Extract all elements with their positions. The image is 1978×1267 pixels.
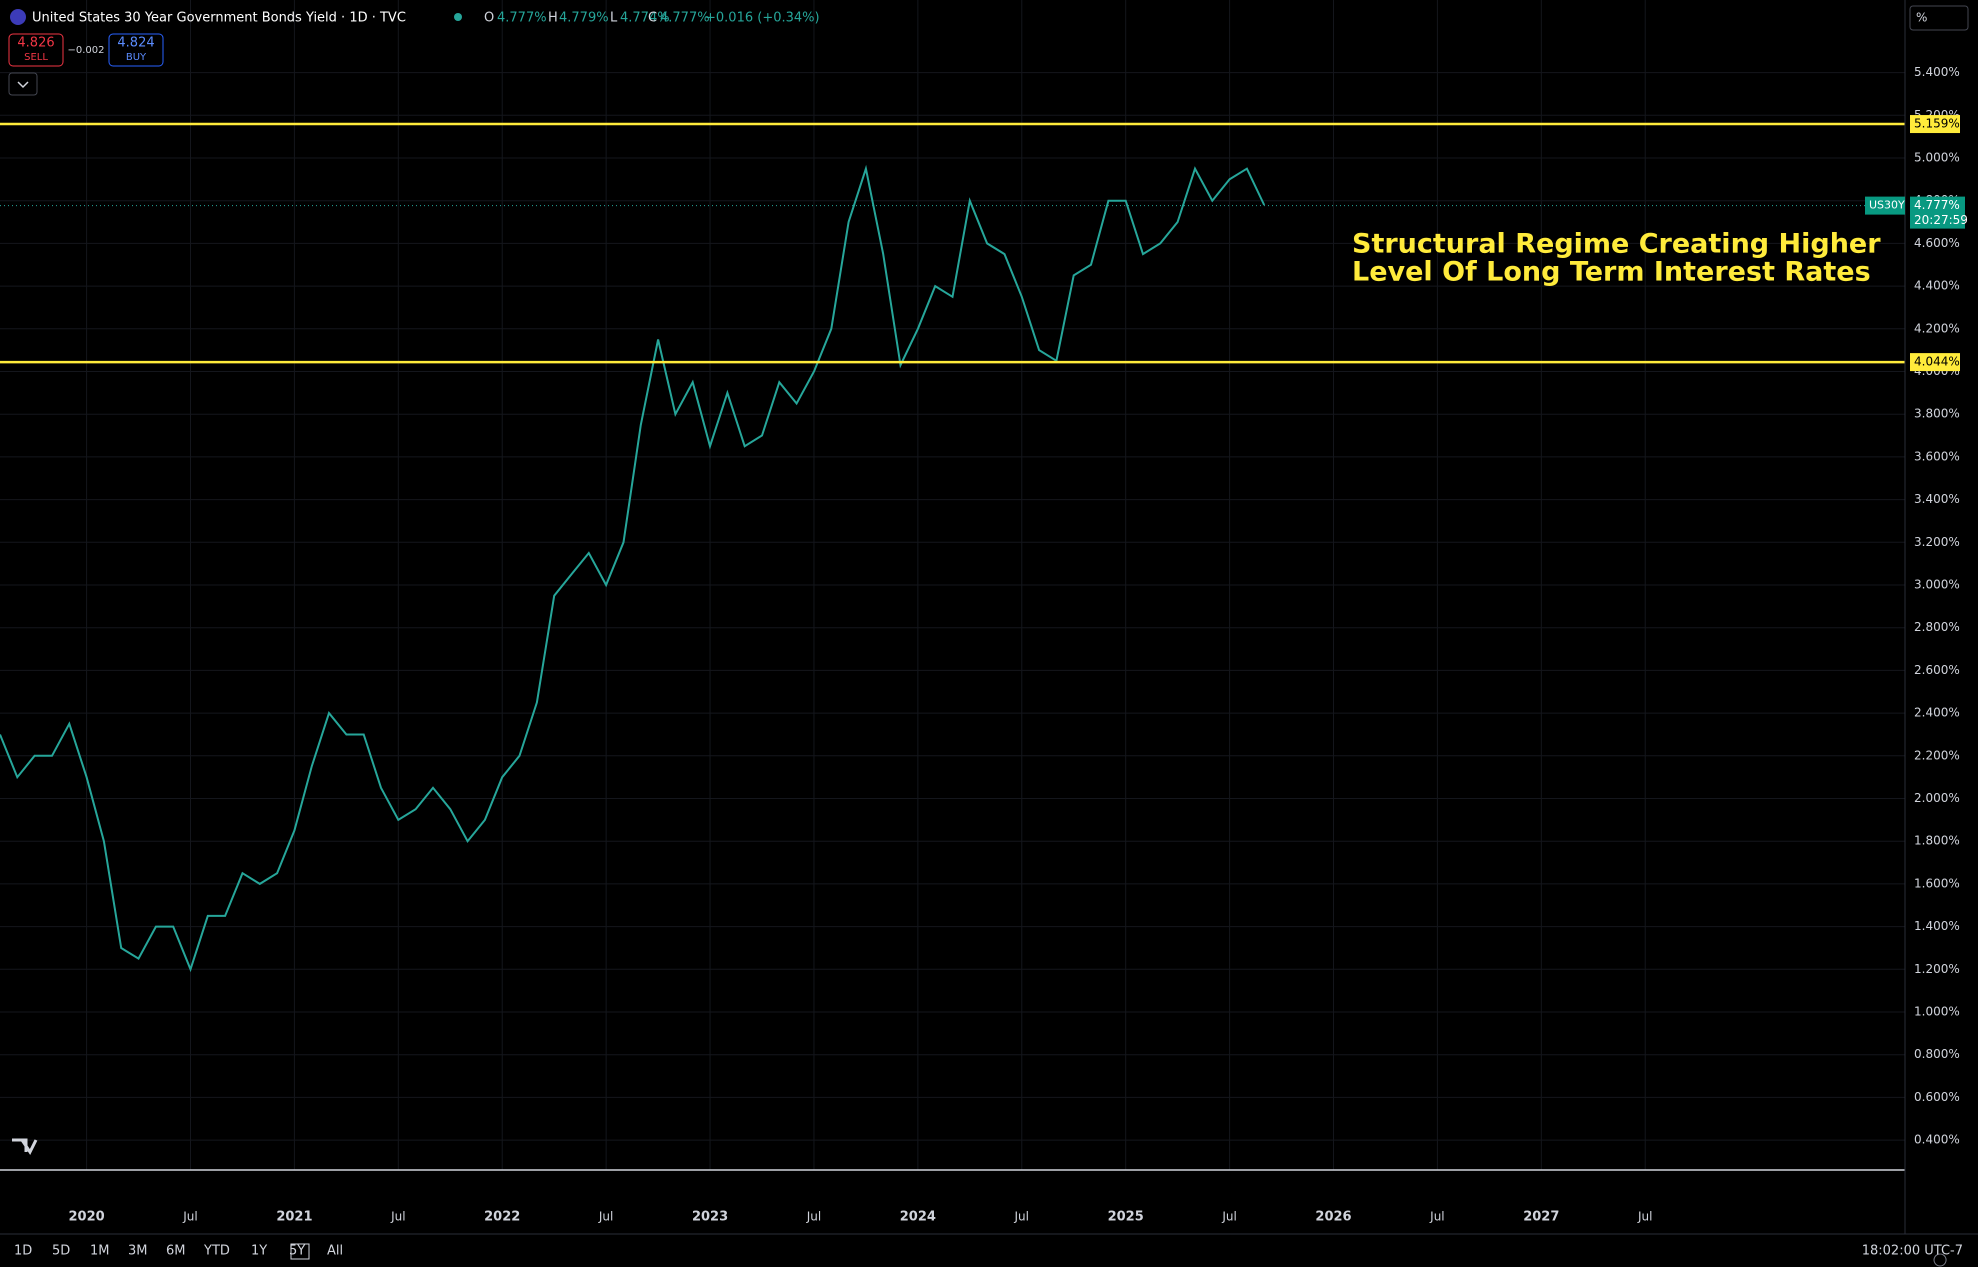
- annotation: Level Of Long Term Interest Rates: [1352, 257, 1871, 288]
- level-label: 5.159%: [1914, 117, 1960, 131]
- symbol-tag-bg: [1865, 196, 1905, 215]
- y-tick-label: 2.400%: [1914, 706, 1960, 720]
- range-button[interactable]: 5D: [52, 1244, 70, 1259]
- ohlc-c: 4.777%: [660, 11, 710, 26]
- y-tick-label: 3.200%: [1914, 535, 1960, 549]
- x-tick-label: Jul: [806, 1210, 821, 1224]
- x-tick-label: 2023: [692, 1210, 728, 1225]
- collapse-button[interactable]: [8, 72, 38, 96]
- annotation: Structural Regime Creating Higher: [1352, 229, 1881, 260]
- countdown: 20:27:59: [1914, 213, 1968, 227]
- ohlc-c-label: C: [648, 11, 657, 26]
- level-label: 4.044%: [1914, 355, 1960, 369]
- symbol-tag: US30Y: [1869, 199, 1905, 212]
- level-label-bg: [1910, 353, 1960, 372]
- range-button[interactable]: All: [327, 1244, 343, 1259]
- y-tick-label: 3.400%: [1914, 492, 1960, 506]
- scale-button-label[interactable]: %: [1916, 11, 1927, 25]
- y-tick-label: 1.000%: [1914, 1005, 1960, 1019]
- scale-button[interactable]: [1909, 5, 1969, 31]
- y-tick-label: 3.600%: [1914, 449, 1960, 463]
- range-button[interactable]: 1Y: [251, 1244, 267, 1259]
- buy-button[interactable]: [108, 33, 164, 67]
- symbol-title: United States 30 Year Government Bonds Y…: [32, 11, 406, 26]
- clock: 18:02:00 UTC-7: [1862, 1244, 1963, 1259]
- last-price-bg: [1910, 196, 1965, 229]
- range-button[interactable]: 1D: [14, 1244, 32, 1259]
- y-tick-label: 1.400%: [1914, 919, 1960, 933]
- last-price-label: 4.777%: [1914, 198, 1960, 212]
- spread: −0.002: [67, 45, 104, 56]
- y-tick-label: 2.600%: [1914, 663, 1960, 677]
- calendar-icon[interactable]: [290, 1243, 310, 1260]
- x-tick-label: Jul: [390, 1210, 405, 1224]
- y-tick-label: 4.400%: [1914, 279, 1960, 293]
- x-tick-label: 2020: [68, 1210, 104, 1225]
- y-tick-label: 0.800%: [1914, 1047, 1960, 1061]
- y-tick-label: 5.000%: [1914, 150, 1960, 164]
- y-tick-label: 2.200%: [1914, 748, 1960, 762]
- y-tick-label: 0.400%: [1914, 1133, 1960, 1147]
- range-button[interactable]: 3M: [128, 1244, 148, 1259]
- x-tick-label: 2026: [1315, 1210, 1351, 1225]
- x-tick-label: 2024: [900, 1210, 936, 1225]
- y-tick-label: 1.800%: [1914, 834, 1960, 848]
- y-tick-label: 3.800%: [1914, 407, 1960, 421]
- sell-price[interactable]: 4.826: [17, 36, 54, 51]
- sell-button[interactable]: [8, 33, 64, 67]
- y-tick-label: 4.600%: [1914, 236, 1960, 250]
- settings-icon[interactable]: [1933, 1253, 1947, 1267]
- x-tick-label: Jul: [1429, 1210, 1444, 1224]
- x-tick-label: 2025: [1108, 1210, 1144, 1225]
- x-tick-label: 2021: [276, 1210, 312, 1225]
- y-tick-label: 4.200%: [1914, 321, 1960, 335]
- x-tick-label: Jul: [1014, 1210, 1029, 1224]
- x-tick-label: 2027: [1523, 1210, 1559, 1225]
- y-tick-label: 0.600%: [1914, 1090, 1960, 1104]
- y-tick-label: 2.800%: [1914, 620, 1960, 634]
- y-tick-label: 2.000%: [1914, 791, 1960, 805]
- ohlc-o: 4.777%: [497, 11, 547, 26]
- buy-label[interactable]: BUY: [126, 52, 147, 63]
- range-button[interactable]: 1M: [90, 1244, 110, 1259]
- flag-icon: [10, 9, 26, 25]
- y-tick-label: 5.400%: [1914, 65, 1960, 79]
- y-tick-label: 3.000%: [1914, 578, 1960, 592]
- y-tick-label: 1.600%: [1914, 876, 1960, 890]
- range-button[interactable]: 5Y: [289, 1244, 305, 1259]
- price-line: [0, 164, 1266, 973]
- ohlc-o-label: O: [484, 11, 494, 26]
- level-label-bg: [1910, 115, 1960, 134]
- ohlc-h: 4.779%: [559, 11, 609, 26]
- ohlc-l-label: L: [610, 11, 618, 26]
- tv-logo: [12, 1138, 38, 1155]
- ohlc-h-label: H: [548, 11, 558, 26]
- chevron-icon: [17, 81, 29, 89]
- change: +0.016 (+0.34%): [705, 11, 820, 26]
- range-button[interactable]: 6M: [166, 1244, 186, 1259]
- x-tick-label: Jul: [182, 1210, 197, 1224]
- x-tick-label: Jul: [1637, 1210, 1652, 1224]
- x-tick-label: Jul: [598, 1210, 613, 1224]
- range-button[interactable]: YTD: [203, 1244, 230, 1259]
- status-dot: [454, 13, 462, 21]
- x-tick-label: Jul: [1221, 1210, 1236, 1224]
- ohlc-l: 4.774%: [620, 11, 670, 26]
- sell-label[interactable]: SELL: [24, 52, 48, 63]
- buy-price[interactable]: 4.824: [117, 36, 154, 51]
- y-tick-label: 1.200%: [1914, 962, 1960, 976]
- x-tick-label: 2022: [484, 1210, 520, 1225]
